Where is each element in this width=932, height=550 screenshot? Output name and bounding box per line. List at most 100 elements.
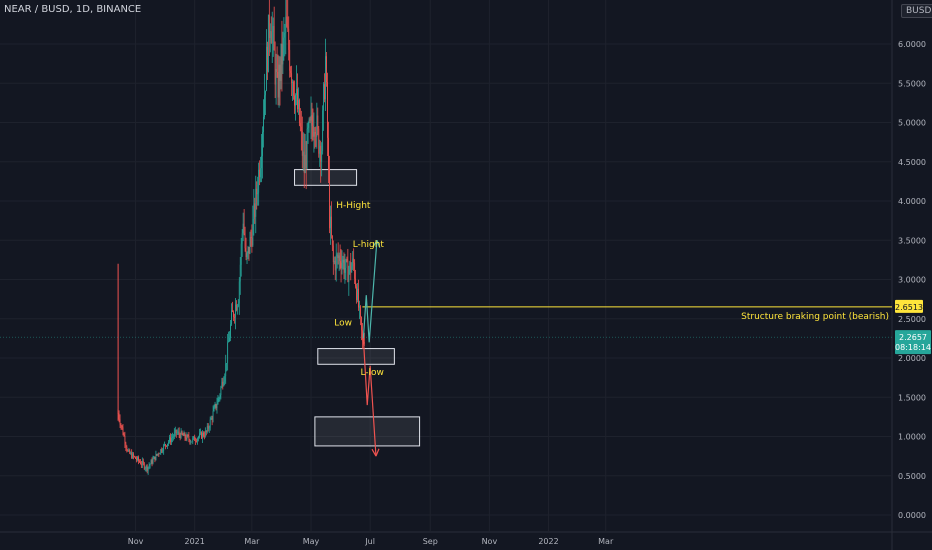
zones [294,169,421,447]
x-tick-label: 2022 [538,537,558,546]
candle-body [210,417,212,420]
candle-body [197,438,198,442]
candle-body [213,407,215,412]
candle-body [310,115,312,121]
candle-body [305,154,307,168]
candle-body [132,453,134,458]
candle-body [315,133,317,137]
candle-body [334,260,336,271]
candle-body [330,216,332,236]
candle-body [198,436,199,439]
candle-body [136,458,137,460]
time-axis[interactable]: Nov 2021 Mar May Jul Sep Nov 2022 Mar [128,537,614,546]
candle-body [353,258,355,263]
candle-body [140,464,142,465]
candle-body [169,437,170,442]
y-tick-label: 1.0000 [898,433,926,442]
countdown-value: 08:18:14 [895,343,931,352]
currency-label[interactable]: BUSD [901,4,932,18]
candle-body [238,281,240,304]
candle-body [260,168,262,178]
candle-body [266,46,267,91]
candle-body [237,303,239,306]
candle-body [276,69,278,73]
candle-body [335,255,337,271]
candle-body [291,73,293,83]
candle-body [301,130,303,156]
candle-body [143,463,145,469]
candle-body [142,461,144,464]
price-zone [314,416,421,447]
candle-body [350,262,352,273]
candle-body [193,436,195,439]
bullish-projection-arrow-head [376,240,381,248]
y-tick-label: 4.5000 [898,158,926,167]
candle-body [156,454,158,455]
candles [117,0,365,475]
candle-body [287,26,289,29]
candle-body [354,262,356,279]
candle-body [247,246,249,253]
candle-body [200,432,201,434]
candle-body [129,449,131,454]
candle-body [174,429,176,433]
candle-body [233,311,234,317]
candle-body [120,424,122,426]
candle-body [318,128,320,154]
candle-body [273,26,275,51]
candle-body [302,151,304,156]
candle-body [338,255,340,259]
candle-body [313,131,315,137]
candle-body [336,254,338,256]
candle-body [209,419,211,428]
candle-body [149,464,151,466]
candle-body [228,341,230,343]
candle-body [312,125,314,137]
candle-body [243,223,245,234]
candle-body [232,310,233,312]
candle-body [226,363,228,364]
candle-body [163,445,165,452]
candle-body [329,168,330,229]
bearish-projection-arrow-head [375,448,380,457]
y-tick-label: 5.5000 [898,79,926,88]
candle-body [292,82,293,83]
price-axis[interactable]: 0.0000 0.5000 1.0000 1.5000 2.0000 2.5000 3.00… [898,40,926,520]
candle-body [118,413,120,420]
candle-body [188,436,190,440]
candle-body [154,456,156,461]
candle-body [166,445,167,447]
candle-body [288,28,290,50]
y-tick-label: 2.5000 [898,315,926,324]
candle-body [272,26,274,33]
y-tick-label: 6.0000 [898,40,926,49]
annotation-label: L-hight [353,240,385,250]
candle-body [191,441,193,443]
candle-body [324,84,325,100]
candle-body [218,397,220,399]
candle-body [255,188,257,217]
candle-body [323,84,325,111]
y-tick-label: 3.5000 [898,236,926,245]
candle-body [333,260,335,262]
candle-body [137,457,138,460]
candle-body [298,100,299,109]
candle-body [195,440,197,442]
candle-body [234,304,236,318]
candle-body [264,95,265,117]
candle-body [297,88,298,109]
candle-body [348,270,350,282]
candle-body [148,465,150,467]
candle-body [171,437,173,439]
candle-body [223,381,225,386]
candle-body [242,223,244,234]
candle-body [175,429,177,434]
candle-body [173,432,175,437]
candle-body [361,317,362,331]
candle-body [122,427,124,435]
candle-body [187,434,189,437]
candle-body [279,64,281,81]
candle-body [356,286,357,300]
